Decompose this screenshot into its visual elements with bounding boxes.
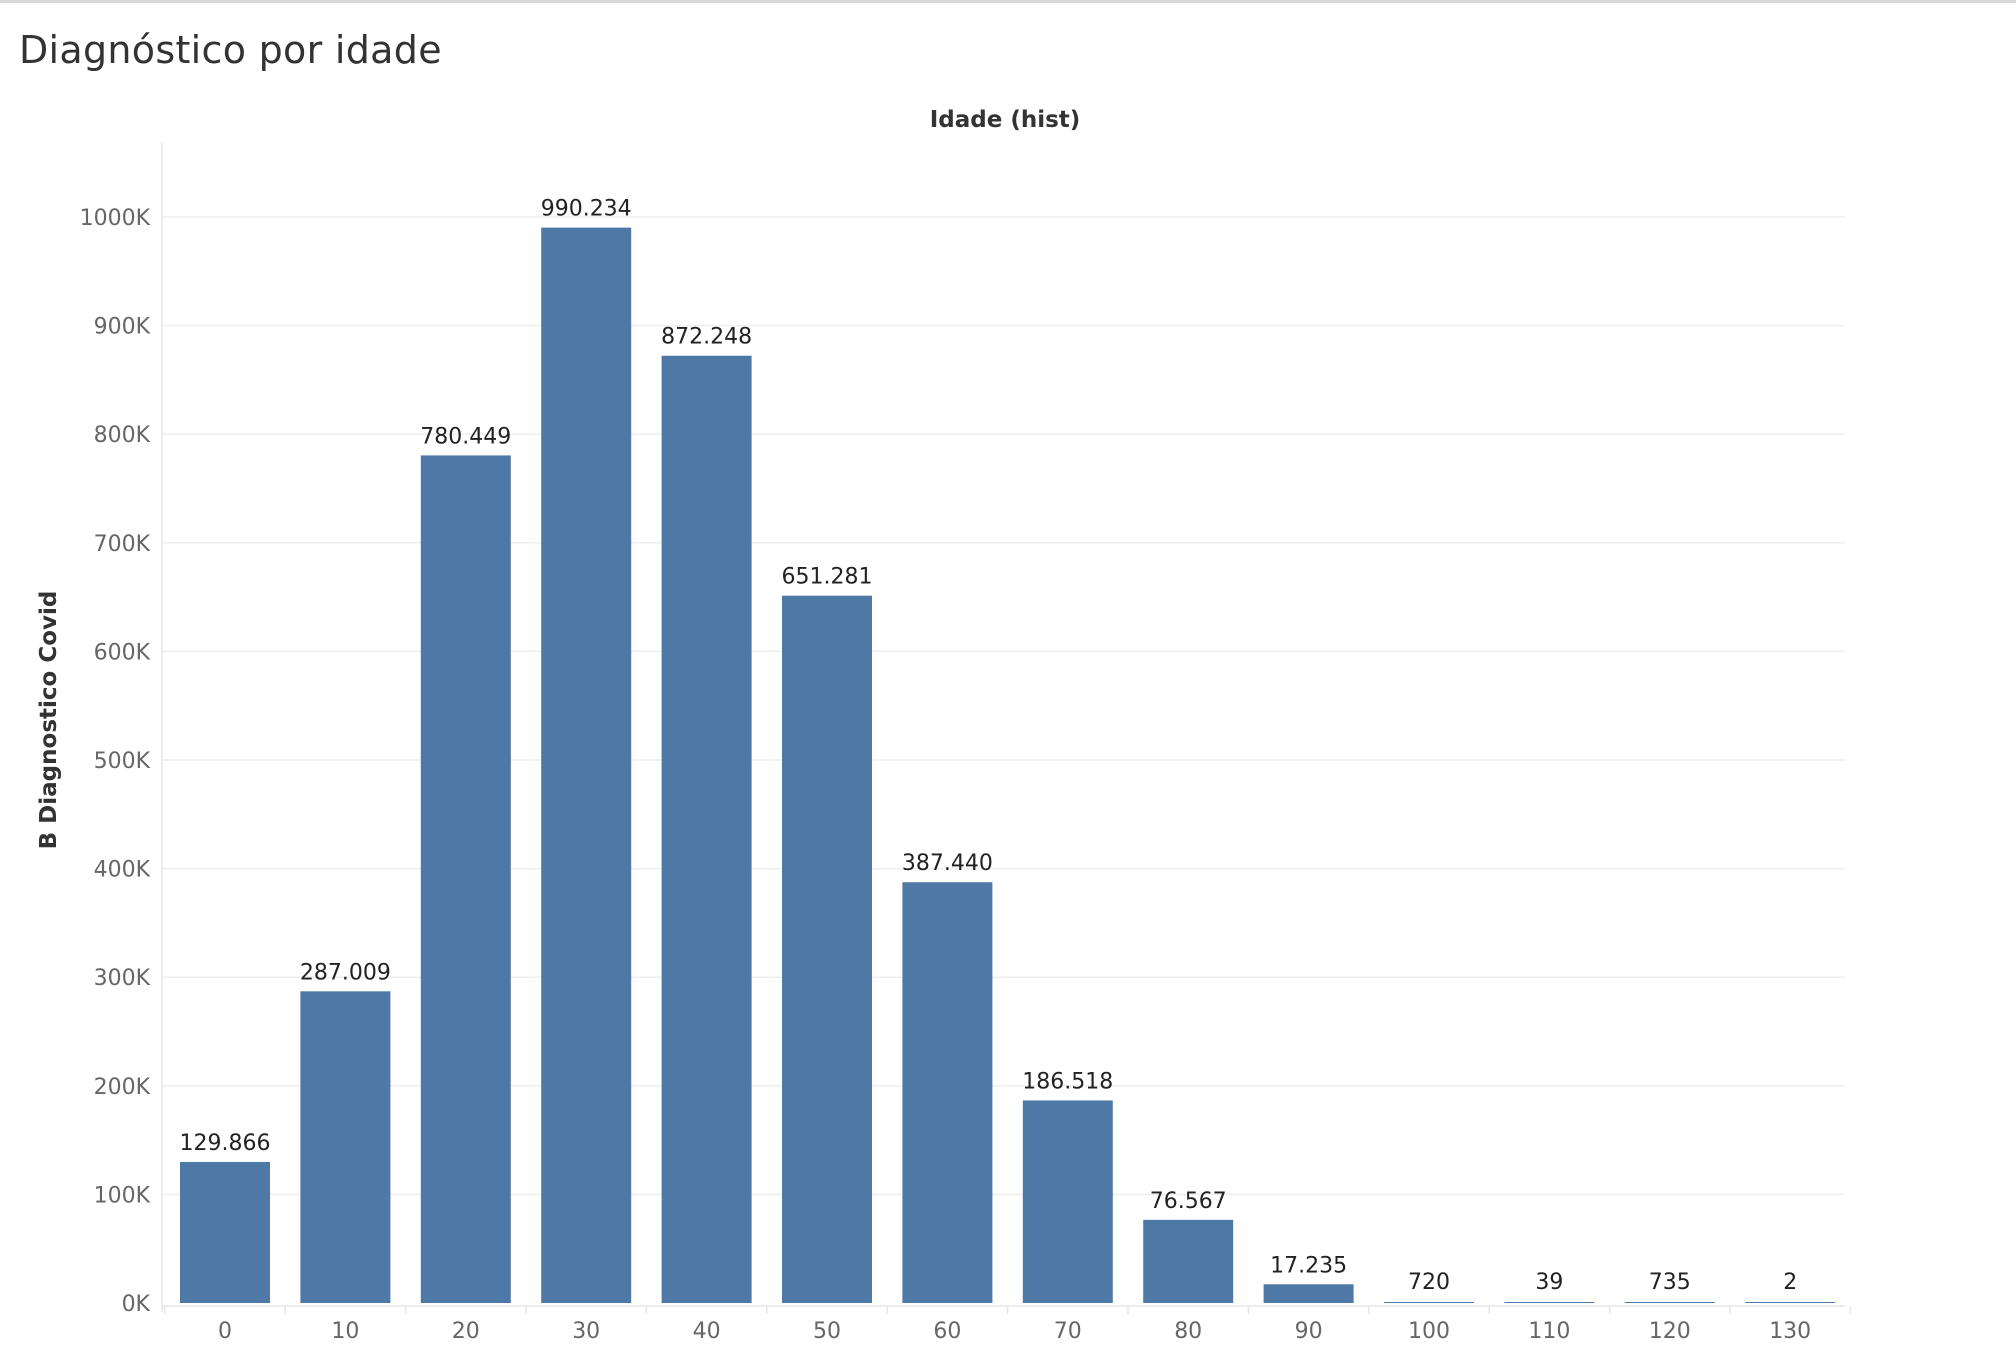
- x-tick-label: 10: [331, 1319, 359, 1344]
- x-tick-label: 40: [693, 1319, 721, 1344]
- y-tick-label: 100K: [94, 1183, 151, 1208]
- data-label: 651.281: [782, 565, 873, 590]
- bar: [180, 1161, 270, 1303]
- data-label: 990.234: [541, 197, 632, 222]
- x-tick-label: 0: [218, 1319, 232, 1344]
- data-label: 76.567: [1150, 1189, 1227, 1214]
- page-title: Diagnóstico por idade: [19, 28, 442, 72]
- bar: [782, 595, 872, 1303]
- bar: [1263, 1284, 1354, 1303]
- x-tick-label: 30: [572, 1319, 600, 1344]
- data-label: 735: [1649, 1270, 1691, 1295]
- x-tick-label: 70: [1054, 1319, 1082, 1344]
- data-label: 129.866: [180, 1131, 271, 1156]
- y-tick-label: 300K: [94, 966, 151, 991]
- data-labels: 129.866 287.009 780.449 990.234 872.248 651.2…: [180, 197, 1798, 1295]
- bar: [1745, 1302, 1836, 1303]
- x-tick-label: 50: [813, 1319, 841, 1344]
- data-label: 186.518: [1022, 1069, 1113, 1094]
- x-tick-label: 20: [452, 1319, 480, 1344]
- data-label: 2: [1783, 1270, 1797, 1295]
- bar: [1143, 1219, 1234, 1303]
- bars: [180, 227, 1836, 1304]
- data-label: 287.009: [300, 960, 391, 985]
- y-tick-label: 600K: [94, 640, 151, 665]
- x-tick-label: 130: [1769, 1319, 1811, 1344]
- bar: [300, 991, 391, 1303]
- bar: [1624, 1302, 1715, 1303]
- bar: [661, 355, 752, 1304]
- y-tick-label: 700K: [94, 532, 151, 557]
- data-label: 387.440: [902, 851, 993, 876]
- x-tick-label: 110: [1528, 1319, 1570, 1344]
- y-tick-label: 800K: [94, 423, 151, 448]
- tick-labels: 0K 100K 200K 300K 400K 500K 600K 700K 800K 900K 10…: [80, 206, 1812, 1344]
- x-tick-label: 90: [1295, 1319, 1323, 1344]
- data-label: 720: [1408, 1270, 1450, 1295]
- y-tick-label: 900K: [94, 315, 151, 340]
- y-tick-label: 200K: [94, 1075, 151, 1100]
- top-border: [0, 0, 2016, 3]
- data-label: 780.449: [420, 424, 511, 449]
- data-label: 17.235: [1270, 1253, 1347, 1278]
- x-tick-label: 80: [1174, 1319, 1202, 1344]
- bar: [1384, 1302, 1474, 1303]
- x-tick-label: 100: [1408, 1319, 1450, 1344]
- gridlines: [162, 216, 1845, 1196]
- bar: [1022, 1100, 1113, 1303]
- y-tick-label: 1000K: [80, 206, 151, 231]
- bar: [902, 882, 993, 1303]
- y-tick-label: 400K: [94, 858, 151, 883]
- axes: [161, 143, 1852, 1314]
- x-tick-label: 120: [1649, 1319, 1691, 1344]
- x-tick-label: 60: [933, 1319, 961, 1344]
- data-label: 872.248: [661, 325, 752, 350]
- bar: [1504, 1302, 1595, 1303]
- x-axis-title: Idade (hist): [930, 107, 1081, 133]
- bar: [541, 227, 632, 1304]
- bar: [420, 455, 511, 1303]
- y-tick-label: 500K: [94, 749, 151, 774]
- data-label: 39: [1535, 1270, 1563, 1295]
- y-tick-label: 0K: [122, 1292, 151, 1317]
- y-axis-title: B Diagnostico Covid: [36, 591, 62, 850]
